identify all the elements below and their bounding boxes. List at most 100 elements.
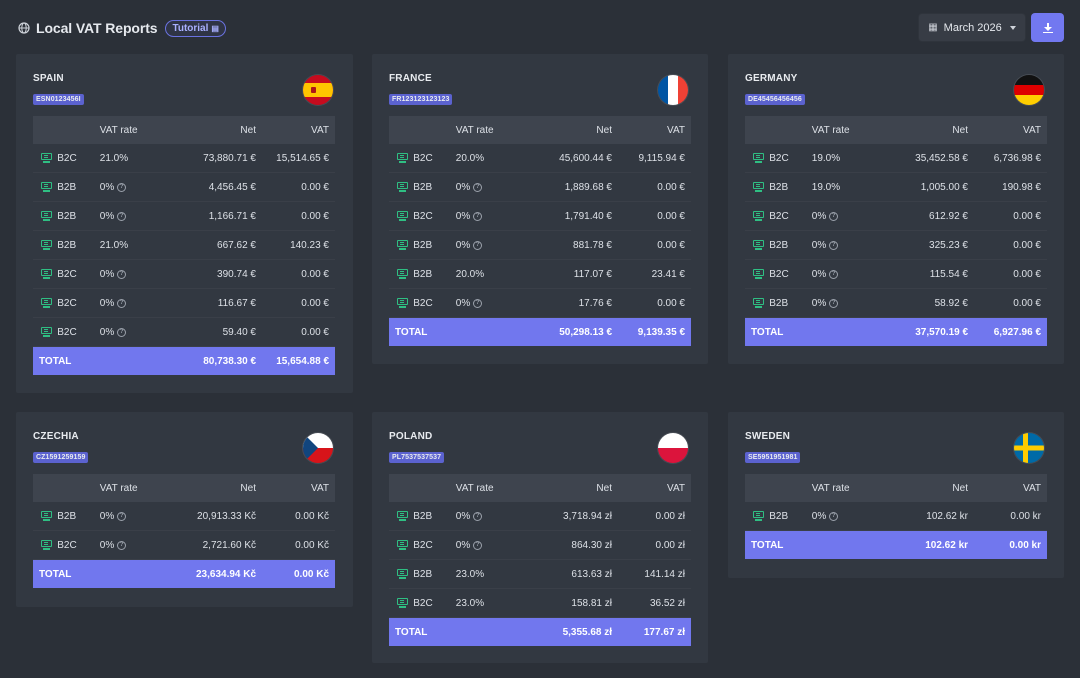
vat-amount: 0.00 €	[301, 268, 329, 280]
help-icon[interactable]: ?	[117, 211, 127, 221]
vat-rate: 0%	[811, 239, 827, 251]
download-button[interactable]	[1031, 13, 1064, 42]
help-icon[interactable]: ?	[117, 511, 127, 521]
help-icon[interactable]: ?	[829, 240, 839, 250]
customer-type: B2B	[413, 268, 433, 280]
help-icon[interactable]: ?	[473, 240, 483, 250]
help-icon[interactable]: ?	[117, 540, 127, 550]
screen-icon	[41, 327, 53, 337]
vat-rate: 20.0%	[455, 268, 485, 280]
header-vat-rate: VAT rate	[99, 124, 138, 136]
row-icon-cell	[33, 182, 57, 192]
vat-rate-cell: 0%?	[812, 211, 879, 222]
vat-rate-cell: 0%?	[456, 511, 523, 522]
row-icon-cell	[389, 269, 413, 279]
help-icon[interactable]: ?	[473, 298, 483, 308]
vat-rate-cell: 0%?	[812, 298, 879, 309]
row-icon-cell	[33, 153, 57, 163]
total-row: TOTAL 102.62 kr 0.00 kr	[745, 531, 1047, 559]
country-card-sweden: SWEDEN SE5951951981 VAT rate Net VAT B2B 0%? 10…	[728, 412, 1064, 578]
vat-rate: 0%	[99, 326, 115, 338]
country-name: FRANCE	[389, 73, 432, 84]
header-vat: VAT	[1023, 482, 1041, 494]
net-amount: 1,791.40 €	[564, 210, 612, 222]
table-row: B2C 0%? 2,721.60 Kč 0.00 Kč	[33, 531, 335, 560]
vat-table: VAT rate Net VAT B2C 21.0% 73,880.71 € 15,514.…	[33, 116, 335, 375]
help-icon[interactable]: ?	[117, 298, 127, 308]
header-net: Net	[952, 482, 968, 494]
customer-type: B2B	[769, 510, 789, 522]
help-icon[interactable]: ?	[117, 269, 127, 279]
vat-rate: 20.0%	[455, 152, 485, 164]
table-row: B2B 0%? 3,718.94 zł 0.00 zł	[389, 502, 691, 531]
help-icon[interactable]: ?	[829, 511, 839, 521]
vat-amount: 0.00 Kč	[295, 510, 329, 522]
month-selector-button[interactable]: ▦ March 2026	[918, 13, 1026, 42]
screen-icon	[753, 182, 765, 192]
net-amount: 612.92 €	[929, 210, 968, 222]
top-bar: Local VAT Reports Tutorial ▤ ▦ March 202…	[0, 0, 1080, 54]
net-amount: 325.23 €	[929, 239, 968, 251]
table-row: B2B 0%? 881.78 € 0.00 €	[389, 231, 691, 260]
net-amount: 390.74 €	[217, 268, 256, 280]
help-icon[interactable]: ?	[829, 211, 839, 221]
row-icon-cell	[389, 598, 413, 608]
net-amount: 1,889.68 €	[564, 181, 612, 193]
vat-id-badge: PL7537537537	[389, 452, 445, 463]
header-vat: VAT	[311, 482, 329, 494]
header-net: Net	[596, 482, 612, 494]
help-icon[interactable]: ?	[117, 327, 127, 337]
vat-amount: 15,514.65 €	[276, 152, 329, 164]
net-amount: 4,456.45 €	[208, 181, 256, 193]
net-amount: 1,166.71 €	[208, 210, 256, 222]
customer-type: B2C	[413, 210, 433, 222]
header-net: Net	[952, 124, 968, 136]
vat-table: VAT rate Net VAT B2B 0%? 20,913.33 Kč 0.00 Kč B…	[33, 474, 335, 588]
header-vat: VAT	[1023, 124, 1041, 136]
vat-amount: 0.00 €	[657, 239, 685, 251]
screen-icon	[41, 298, 53, 308]
vat-amount: 0.00 zł	[655, 539, 685, 551]
total-vat: 6,927.96 €	[993, 326, 1042, 338]
customer-type: B2B	[57, 239, 77, 251]
row-icon-cell	[33, 240, 57, 250]
screen-icon	[753, 298, 765, 308]
total-label: TOTAL	[39, 355, 72, 367]
vat-rate: 0%	[811, 268, 827, 280]
help-icon[interactable]: ?	[829, 298, 839, 308]
vat-rate: 19.0%	[811, 152, 841, 164]
calendar-icon: ▦	[928, 22, 938, 33]
vat-rate: 0%	[99, 181, 115, 193]
total-row: TOTAL 37,570.19 € 6,927.96 €	[745, 318, 1047, 346]
screen-icon	[41, 153, 53, 163]
help-icon[interactable]: ?	[117, 182, 127, 192]
customer-type: B2C	[769, 152, 789, 164]
help-icon[interactable]: ?	[473, 182, 483, 192]
customer-type: B2B	[57, 510, 77, 522]
vat-amount: 0.00 €	[657, 297, 685, 309]
customer-type: B2B	[57, 181, 77, 193]
row-icon-cell	[745, 153, 769, 163]
help-icon[interactable]: ?	[473, 540, 483, 550]
vat-amount: 0.00 €	[1013, 297, 1041, 309]
help-icon[interactable]: ?	[829, 269, 839, 279]
row-icon-cell	[389, 511, 413, 521]
vat-amount: 0.00 €	[301, 210, 329, 222]
table-row: B2C 0%? 1,791.40 € 0.00 €	[389, 202, 691, 231]
table-row: B2B 0%? 20,913.33 Kč 0.00 Kč	[33, 502, 335, 531]
help-icon[interactable]: ?	[473, 211, 483, 221]
vat-rate-cell: 21.0%	[100, 153, 167, 164]
net-amount: 864.30 zł	[571, 539, 612, 551]
vat-table: VAT rate Net VAT B2C 20.0% 45,600.44 € 9,115.9…	[389, 116, 691, 346]
vat-amount: 0.00 €	[301, 326, 329, 338]
tutorial-link[interactable]: Tutorial ▤	[165, 19, 226, 37]
germany-flag-icon	[1014, 75, 1044, 105]
customer-type: B2C	[413, 297, 433, 309]
row-icon-cell	[33, 540, 57, 550]
row-icon-cell	[389, 153, 413, 163]
help-icon[interactable]: ?	[473, 511, 483, 521]
total-net: 23,634.94 Kč	[195, 568, 257, 580]
vat-rate: 0%	[99, 268, 115, 280]
sweden-flag-icon	[1014, 433, 1044, 463]
table-row: B2B 19.0% 1,005.00 € 190.98 €	[745, 173, 1047, 202]
